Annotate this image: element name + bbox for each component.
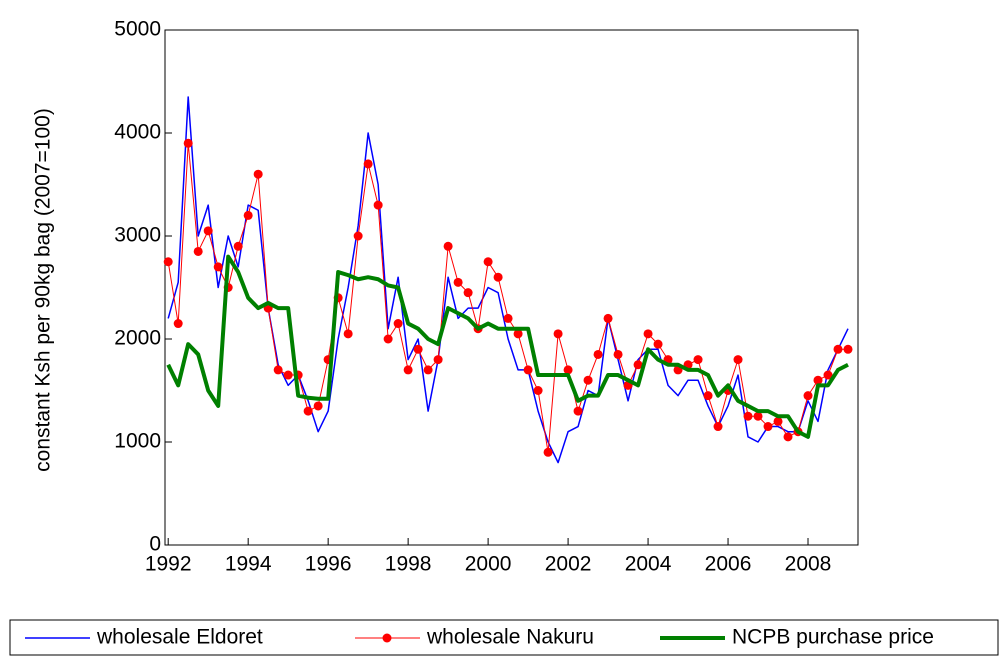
point [573, 406, 583, 416]
point [283, 370, 293, 380]
point [583, 375, 593, 385]
point [273, 365, 283, 375]
x-tick-label: 2004 [625, 553, 672, 576]
point [773, 416, 783, 426]
point [713, 422, 723, 432]
point [183, 138, 193, 148]
point [513, 329, 523, 339]
x-tick-label: 1998 [385, 553, 432, 576]
point [523, 365, 533, 375]
y-tick-label: 5000 [114, 18, 161, 41]
point [843, 344, 853, 354]
point [693, 355, 703, 365]
point [443, 241, 453, 251]
legend-marker [382, 633, 392, 643]
point [533, 386, 543, 395]
point [553, 329, 563, 339]
point [353, 231, 363, 241]
y-tick-label: 3000 [114, 224, 161, 247]
point [373, 200, 383, 210]
point [163, 257, 173, 267]
point [463, 288, 473, 298]
plot-frame [164, 29, 859, 546]
legend-label: wholesale Nakuru [426, 626, 594, 649]
point [423, 365, 433, 375]
point [633, 360, 643, 370]
point [503, 313, 513, 323]
point [653, 339, 663, 349]
y-tick-label: 1000 [114, 430, 161, 453]
x-tick-label: 1996 [305, 553, 352, 576]
point [733, 355, 743, 365]
point [383, 334, 393, 344]
y-tick-label: 0 [149, 533, 161, 556]
point [243, 210, 253, 220]
point [643, 329, 653, 339]
point [483, 257, 493, 267]
x-tick-label: 1994 [225, 553, 272, 576]
point [313, 401, 323, 411]
y-axis-label: constant Ksh per 90kg bag (2007=100) [32, 108, 55, 472]
point [823, 370, 833, 380]
point [403, 365, 413, 375]
point [563, 365, 573, 375]
point [763, 422, 773, 432]
x-tick-label: 2000 [465, 553, 512, 576]
point [343, 329, 353, 339]
point [703, 391, 713, 401]
legend-label: NCPB purchase price [732, 626, 934, 649]
point [753, 411, 763, 421]
point [363, 159, 373, 169]
point [803, 391, 813, 401]
x-tick-label: 2006 [705, 553, 752, 576]
point [413, 344, 423, 354]
point [433, 355, 443, 365]
point [603, 313, 613, 323]
x-tick-label: 2002 [545, 553, 592, 576]
point [173, 319, 183, 329]
series-line [166, 254, 849, 439]
point [233, 241, 243, 251]
point [833, 344, 843, 354]
point [213, 262, 223, 272]
x-tick-label: 1992 [145, 553, 192, 576]
legend-box [9, 619, 999, 656]
point [253, 169, 263, 179]
point [493, 272, 503, 282]
point [393, 319, 403, 329]
point [203, 226, 213, 236]
legend-label: wholesale Eldoret [96, 626, 263, 649]
x-tick-label: 2008 [785, 553, 832, 576]
point [543, 447, 553, 457]
point [783, 432, 793, 442]
point [303, 406, 313, 416]
point [593, 349, 603, 359]
y-tick-label: 4000 [114, 121, 161, 144]
y-tick-label: 2000 [114, 327, 161, 350]
point [613, 349, 623, 359]
point [453, 277, 463, 287]
point [743, 411, 753, 421]
point [813, 375, 823, 385]
point [193, 246, 203, 256]
